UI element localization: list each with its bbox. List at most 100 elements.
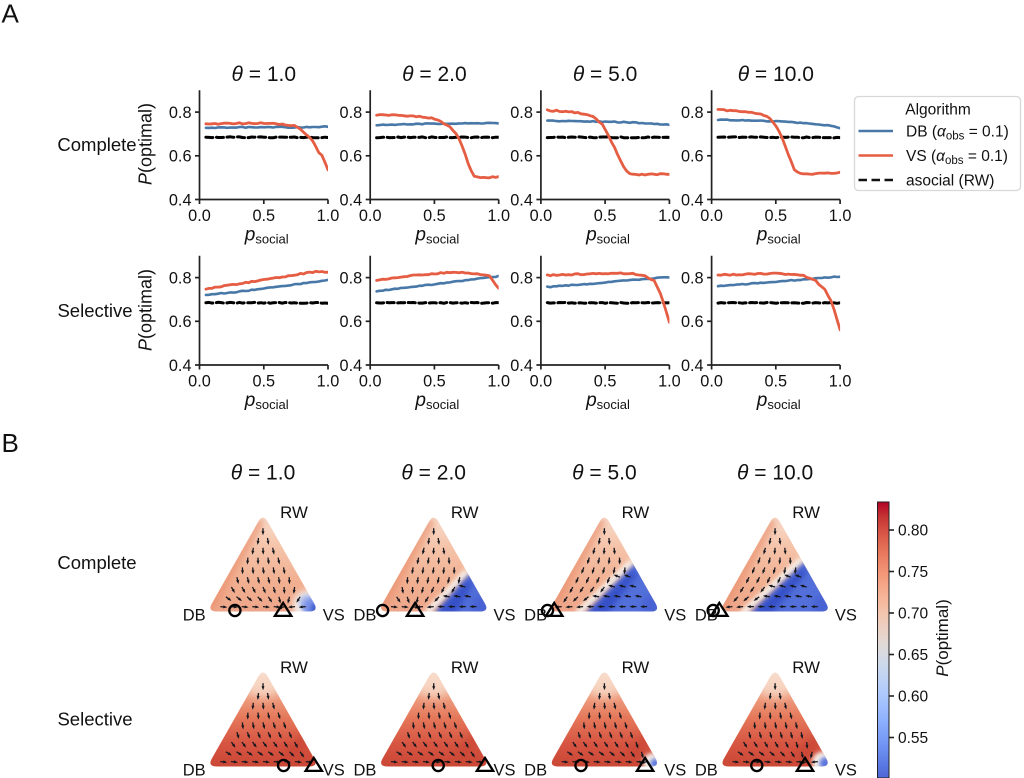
svg-text:Selective: Selective [57,709,132,730]
svg-text:asocial (RW): asocial (RW) [906,173,994,190]
svg-text:1.0: 1.0 [317,372,340,390]
svg-text:0.0: 0.0 [188,207,211,225]
svg-text:θ = 1.0: θ = 1.0 [232,63,297,86]
svg-text:0.4: 0.4 [169,357,192,375]
svg-text:0.8: 0.8 [510,104,533,122]
svg-text:psocial: psocial [244,390,289,412]
svg-text:0.6: 0.6 [510,313,533,331]
svg-text:0.4: 0.4 [510,191,533,209]
svg-text:1.0: 1.0 [317,207,340,225]
svg-text:θ = 5.0: θ = 5.0 [573,63,638,86]
svg-text:RW: RW [451,658,479,677]
svg-text:0.5: 0.5 [594,372,617,390]
svg-text:0.5: 0.5 [252,372,275,390]
svg-text:psocial: psocial [244,225,289,247]
svg-text:Complete: Complete [57,552,136,573]
svg-text:1.0: 1.0 [829,207,852,225]
svg-text:P(optimal): P(optimal) [136,103,156,185]
svg-text:θ = 10.0: θ = 10.0 [738,63,814,86]
svg-text:DB: DB [524,607,547,625]
svg-text:0.4: 0.4 [681,191,704,209]
svg-text:0.0: 0.0 [359,372,382,390]
svg-text:DB: DB [353,607,376,625]
svg-text:0.0: 0.0 [530,372,553,390]
svg-text:1.0: 1.0 [658,207,681,225]
svg-text:0.0: 0.0 [700,207,723,225]
svg-text:VS: VS [664,607,686,625]
svg-text:0.70: 0.70 [898,606,929,623]
svg-text:DB: DB [183,607,206,625]
svg-text:0.6: 0.6 [681,313,704,331]
svg-text:1.0: 1.0 [487,372,510,390]
svg-text:0.5: 0.5 [423,207,446,225]
svg-text:psocial: psocial [585,225,630,247]
svg-text:RW: RW [792,503,820,522]
svg-text:0.65: 0.65 [898,647,928,664]
svg-text:RW: RW [451,503,479,522]
svg-text:0.0: 0.0 [188,372,211,390]
svg-text:RW: RW [622,658,650,677]
svg-text:0.0: 0.0 [700,372,723,390]
svg-text:VS: VS [494,607,516,625]
svg-text:VS: VS [835,762,857,778]
svg-text:1.0: 1.0 [487,207,510,225]
svg-text:VS: VS [494,762,516,778]
svg-text:0.4: 0.4 [169,191,192,209]
svg-text:0.4: 0.4 [340,357,363,375]
svg-text:0.75: 0.75 [898,564,928,581]
svg-text:θ = 5.0: θ = 5.0 [572,462,637,485]
svg-text:0.5: 0.5 [423,372,446,390]
svg-text:0.0: 0.0 [530,207,553,225]
svg-text:0.5: 0.5 [764,207,787,225]
svg-text:Selective: Selective [57,300,132,321]
svg-text:DB: DB [183,762,206,778]
svg-text:0.0: 0.0 [359,207,382,225]
svg-text:DB: DB [695,607,718,625]
svg-text:0.8: 0.8 [340,104,363,122]
svg-text:psocial: psocial [414,225,459,247]
svg-text:RW: RW [792,658,820,677]
svg-text:DB (αobs = 0.1): DB (αobs = 0.1) [906,124,1009,143]
svg-text:0.8: 0.8 [510,270,533,288]
svg-text:0.8: 0.8 [169,270,192,288]
svg-text:psocial: psocial [414,390,459,412]
svg-text:0.60: 0.60 [898,689,929,706]
svg-text:θ = 1.0: θ = 1.0 [231,462,296,485]
svg-text:0.8: 0.8 [681,270,704,288]
svg-text:P(optimal): P(optimal) [933,599,952,676]
svg-text:RW: RW [280,503,308,522]
svg-text:0.6: 0.6 [169,313,192,331]
svg-text:0.6: 0.6 [169,148,192,166]
svg-text:DB: DB [524,762,547,778]
svg-text:VS (αobs = 0.1): VS (αobs = 0.1) [906,148,1008,167]
svg-text:0.6: 0.6 [681,148,704,166]
svg-text:1.0: 1.0 [829,372,852,390]
svg-text:RW: RW [622,503,650,522]
svg-text:B: B [2,428,19,458]
svg-text:0.80: 0.80 [898,523,929,540]
svg-text:DB: DB [353,762,376,778]
svg-text:θ = 10.0: θ = 10.0 [737,462,813,485]
svg-text:psocial: psocial [756,225,801,247]
svg-text:0.5: 0.5 [252,207,275,225]
svg-text:0.6: 0.6 [510,148,533,166]
svg-text:RW: RW [280,658,308,677]
svg-text:psocial: psocial [756,390,801,412]
svg-text:VS: VS [323,762,345,778]
svg-text:P(optimal): P(optimal) [136,269,156,351]
svg-text:DB: DB [695,762,718,778]
svg-text:VS: VS [323,607,345,625]
svg-text:θ = 2.0: θ = 2.0 [401,462,466,485]
svg-text:Algorithm: Algorithm [905,102,970,119]
svg-text:1.0: 1.0 [658,372,681,390]
svg-text:θ = 2.0: θ = 2.0 [402,63,467,86]
svg-text:Complete: Complete [57,134,136,155]
svg-text:0.4: 0.4 [510,357,533,375]
svg-text:0.5: 0.5 [764,372,787,390]
svg-text:0.8: 0.8 [681,104,704,122]
svg-text:psocial: psocial [585,390,630,412]
svg-text:A: A [2,0,20,29]
svg-text:0.6: 0.6 [340,313,363,331]
svg-text:0.8: 0.8 [340,270,363,288]
svg-text:0.4: 0.4 [340,191,363,209]
